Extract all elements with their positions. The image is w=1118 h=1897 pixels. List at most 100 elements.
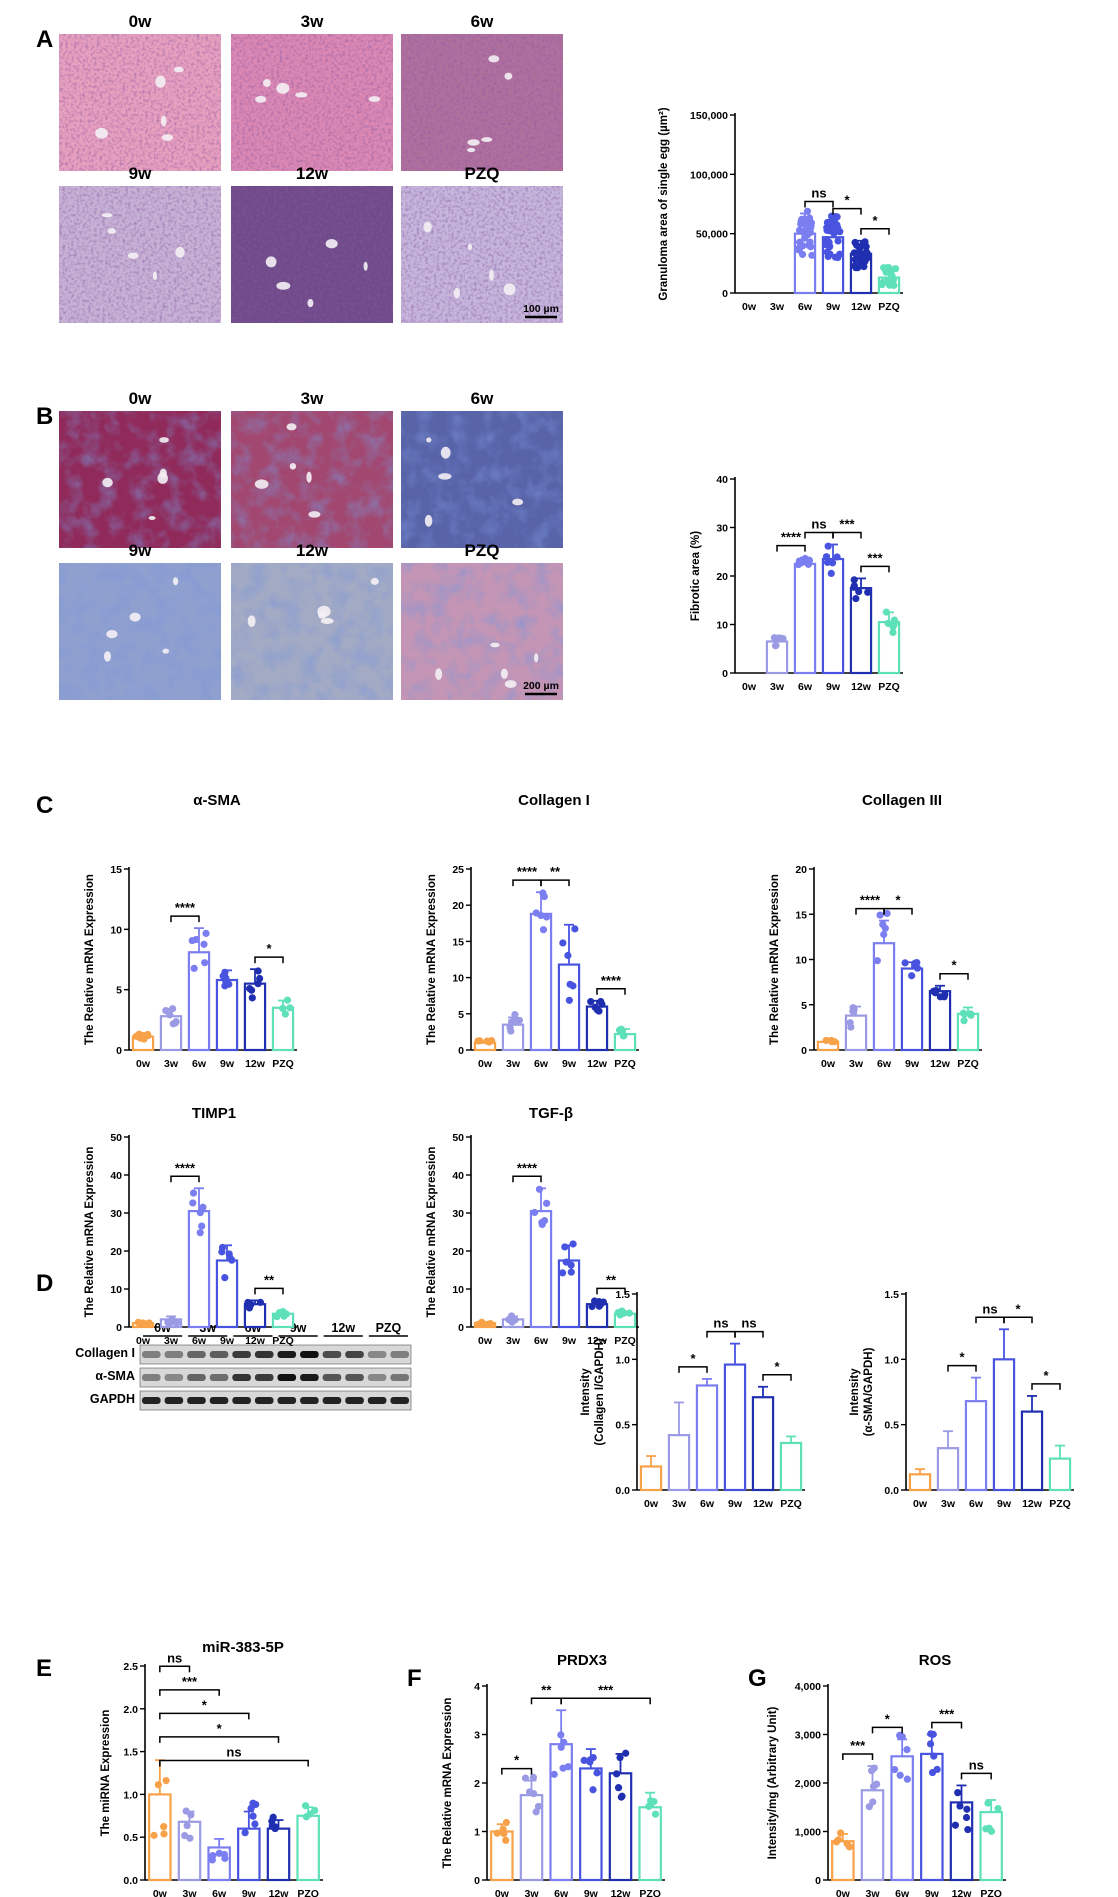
blot-band [300,1374,319,1381]
blot-band [142,1397,161,1404]
data-point [862,248,870,256]
y-tick-label: 100,000 [690,169,728,181]
scale-bar-label: 100 µm [523,303,559,315]
blot-band [209,1351,229,1358]
x-tick-label: PZQ [1049,1498,1071,1510]
bar [936,1447,960,1492]
data-point [474,1320,482,1328]
vessel-lumen [101,213,113,218]
data-point [587,998,595,1006]
vessel-lumen [426,437,432,443]
bar [900,967,924,1052]
x-tick-label: PZQ [614,1335,636,1347]
y-tick-label: 30 [452,1208,464,1220]
blot-band [345,1374,364,1381]
data-point [834,1836,842,1844]
micrograph-grid-a: 0w 3w 6w 9w 12w PZQ 100 µm [59,12,563,323]
significance-bracket [254,956,284,964]
blot-band [277,1351,297,1358]
x-tick-label: 9w [905,1058,920,1070]
y-tick-label: 15 [452,936,464,948]
bar [638,1806,662,1882]
data-point [882,608,890,616]
data-point [144,1032,152,1040]
y-axis-label: The Relative mRNA Expression [426,1147,438,1318]
micrograph-b-PZQ [401,563,563,700]
vessel-lumen [363,261,368,271]
blot-band [187,1397,206,1404]
blot-band [300,1397,319,1404]
significance-bracket [975,1316,1005,1324]
y-tick-label: 3,000 [795,1730,821,1742]
significance-bracket [1003,1316,1033,1324]
micrograph-texture [231,411,393,548]
y-tick-label: 2 [474,1778,480,1790]
x-tick-label: 12w [587,1058,608,1070]
data-point [225,1250,233,1258]
y-tick-label: 2.0 [123,1704,138,1716]
micrograph-a-PZQ [401,186,563,323]
y-tick-label: 0.0 [123,1875,138,1887]
data-point [246,984,254,993]
vessel-lumen [173,66,184,73]
data-point [890,281,898,289]
y-tick-label: 0 [815,1875,821,1887]
y-tick-label: 150,000 [690,110,728,122]
significance-bracket [540,879,570,887]
x-tick-label: 9w [925,1888,940,1897]
significance-label: ns [713,1316,728,1331]
data-point [135,1030,143,1038]
micrograph-label: 0w [129,389,152,408]
y-axis-label: Intensity/mg (Arbitrary Unit) [767,1706,779,1859]
x-tick-label: 12w [269,1888,290,1897]
micrograph-texture [401,186,563,323]
data-point [770,634,779,642]
significance-label: **** [517,1160,538,1175]
y-tick-label: 0 [458,1322,464,1334]
significance-bracket [804,531,834,539]
data-point [593,1769,601,1777]
y-tick-label: 1.0 [123,1789,138,1801]
bar [490,1830,514,1882]
blot-band [254,1397,274,1404]
panel-label-e: E [36,1655,52,1682]
x-tick-label: 0w [495,1888,510,1897]
y-tick-label: 4,000 [795,1681,821,1693]
significance-bracket [170,915,200,923]
vessel-lumen [368,96,381,102]
data-point [622,1749,630,1757]
y-axis-label: Granuloma area of single egg (µm²) [658,107,670,300]
data-point [542,913,551,921]
data-point [883,264,891,272]
vessel-lumen [440,446,451,459]
data-point [190,964,198,972]
data-point [521,1774,530,1782]
data-point [486,1320,495,1328]
y-tick-label: 30 [110,1208,122,1220]
blot-strip [139,1367,412,1388]
chart-C-asma: α-SMA 0 5 10 15 The Relative mRNA Expression 0… [84,792,297,1070]
data-point [569,1240,577,1248]
data-point [651,1810,660,1818]
micrograph-label: 3w [301,389,324,408]
data-point [823,226,831,234]
significance-label: **** [860,893,881,908]
x-tick-label: PZQ [639,1888,661,1897]
blot-band [322,1397,342,1404]
data-point [597,997,605,1006]
blot-band [209,1374,229,1381]
data-point [779,634,787,643]
significance-bracket [939,972,969,980]
x-tick-label: 12w [587,1335,608,1347]
x-tick-label: 12w [245,1058,266,1070]
vessel-lumen [162,648,170,654]
significance-bracket [947,1364,977,1372]
vessel-lumen [503,283,516,296]
panel-label-c: C [36,792,53,819]
data-point [833,221,841,229]
bar [793,562,817,675]
micrograph-texture [231,34,393,171]
y-tick-label: 50 [452,1132,464,1144]
micrograph-texture [401,34,563,171]
data-point [530,1208,539,1217]
